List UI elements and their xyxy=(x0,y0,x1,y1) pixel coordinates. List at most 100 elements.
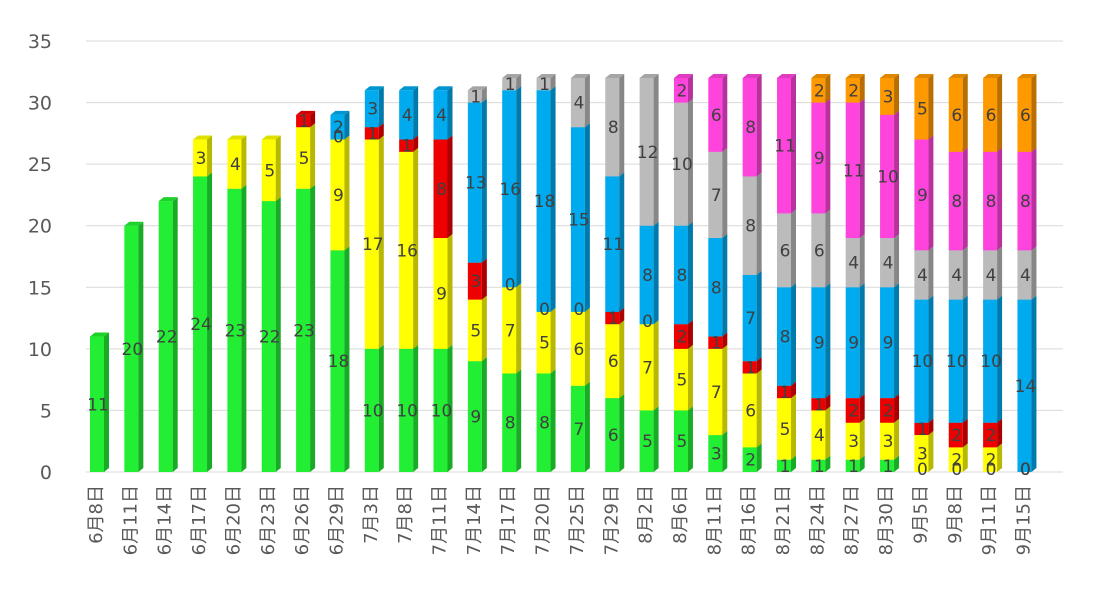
bar-segment xyxy=(811,398,826,411)
bar-segment xyxy=(433,238,448,349)
data-label: 7 xyxy=(573,420,584,440)
bar-segment xyxy=(983,77,998,152)
data-label: 1 xyxy=(917,420,928,440)
bar-segment-side xyxy=(687,221,693,325)
bar-segment xyxy=(845,422,860,460)
bar-segment xyxy=(124,225,139,472)
bar-segment xyxy=(948,422,963,448)
data-label: 22 xyxy=(156,328,178,348)
data-label: 8 xyxy=(608,118,619,138)
data-label: 9 xyxy=(814,334,825,354)
bar-segment-top xyxy=(364,86,384,91)
bar-segment-side xyxy=(722,73,728,152)
bar-segment-side xyxy=(894,73,900,115)
bar-segment xyxy=(605,77,620,177)
data-label: 8 xyxy=(677,266,688,286)
bar-segment xyxy=(777,77,791,214)
bar-segment xyxy=(811,77,826,103)
bar-segment-side xyxy=(687,344,693,411)
data-labels: 1120222432342252351189021017131016141098… xyxy=(87,75,1036,480)
bar-segment-side xyxy=(275,197,281,473)
bar-segment xyxy=(777,398,791,460)
x-tick-label: 8月27日 xyxy=(842,485,863,555)
bar-segment xyxy=(570,385,585,472)
bar-segment-side xyxy=(756,270,762,362)
data-label: 6 xyxy=(814,241,825,261)
bar-segment xyxy=(948,447,963,472)
data-label: 4 xyxy=(917,266,928,286)
bar-segment-side xyxy=(928,73,934,140)
bar-segment-top xyxy=(467,86,487,91)
y-tick-label: 25 xyxy=(28,154,52,176)
bar-segment-side xyxy=(172,197,178,473)
bar-segment-side xyxy=(997,73,1003,152)
bar-segment-side xyxy=(619,394,625,472)
bar-segment xyxy=(605,324,620,399)
bar-segment xyxy=(296,127,311,189)
data-label: 0 xyxy=(1020,460,1031,480)
bar-segment xyxy=(914,435,929,472)
data-label: 20 xyxy=(122,340,144,360)
data-label: 10 xyxy=(980,352,1002,372)
bar-segment-top xyxy=(536,73,556,78)
data-label: 1 xyxy=(402,137,413,157)
data-label: 10 xyxy=(877,167,899,187)
bar-segment-side xyxy=(344,246,350,472)
bar-segment-top xyxy=(570,73,590,78)
bar-segment-side xyxy=(791,381,796,399)
bar-segment-side xyxy=(138,221,144,472)
bar-segment-side xyxy=(378,86,384,128)
data-label: 6 xyxy=(986,106,997,126)
bars xyxy=(90,73,1037,473)
data-label: 10 xyxy=(396,401,418,421)
bar-segment-side xyxy=(791,283,796,386)
x-tick-label: 8月16日 xyxy=(739,485,760,555)
bar-segment-side xyxy=(962,418,968,448)
bar-segment xyxy=(983,299,998,423)
bar-segment-top xyxy=(330,110,350,115)
data-label: 2 xyxy=(951,451,962,471)
bar-segment-side xyxy=(722,234,728,337)
bar-segment-top xyxy=(399,86,419,91)
bar-segment-top xyxy=(880,73,900,78)
bar-segment-side xyxy=(584,381,590,472)
x-tick-label: 7月11日 xyxy=(430,485,451,555)
bar-segment-side xyxy=(825,394,831,411)
data-label: 7 xyxy=(745,309,756,329)
bar-segment-side xyxy=(516,86,522,288)
bar-segment-side xyxy=(619,307,625,325)
bar-segment xyxy=(399,139,414,152)
bar-segment-side xyxy=(1031,295,1037,472)
y-tick-label: 10 xyxy=(28,339,52,361)
x-axis-ticks: 6月8日 6月11日 6月14日 6月17日 6月20日 6月23日 6月26日 6月29日 7… xyxy=(86,485,1034,555)
bar-segment xyxy=(502,77,517,91)
data-label: 2 xyxy=(986,426,997,446)
data-label: 8 xyxy=(1020,192,1031,212)
bar-segment xyxy=(90,336,104,472)
data-label: 10 xyxy=(431,401,453,421)
bar-segment-top xyxy=(742,73,762,78)
bar-segment-top xyxy=(158,197,178,202)
data-label: 1 xyxy=(883,457,894,477)
data-label: 8 xyxy=(951,192,962,212)
x-tick-label: 6月17日 xyxy=(189,485,210,555)
y-tick-label: 20 xyxy=(28,216,52,238)
bar-segment-side xyxy=(894,394,900,423)
bar-segment-side xyxy=(962,246,968,300)
data-label: 7 xyxy=(505,321,516,341)
bar-segment xyxy=(570,77,585,128)
data-label: 10 xyxy=(912,352,934,372)
bar-segment-side xyxy=(619,73,625,177)
bar-segment-side xyxy=(516,73,522,91)
data-label: 2 xyxy=(745,451,756,471)
bar-segment-side xyxy=(962,147,968,251)
bar-segment xyxy=(845,287,860,399)
bar-segment xyxy=(433,90,448,140)
data-label: 6 xyxy=(951,106,962,126)
bar-segment xyxy=(467,361,482,472)
data-label: 2 xyxy=(848,81,859,101)
data-label: 0 xyxy=(986,460,997,480)
data-label: 8 xyxy=(745,217,756,237)
bar-segment-side xyxy=(825,283,831,399)
bar-segment-side xyxy=(687,406,693,472)
